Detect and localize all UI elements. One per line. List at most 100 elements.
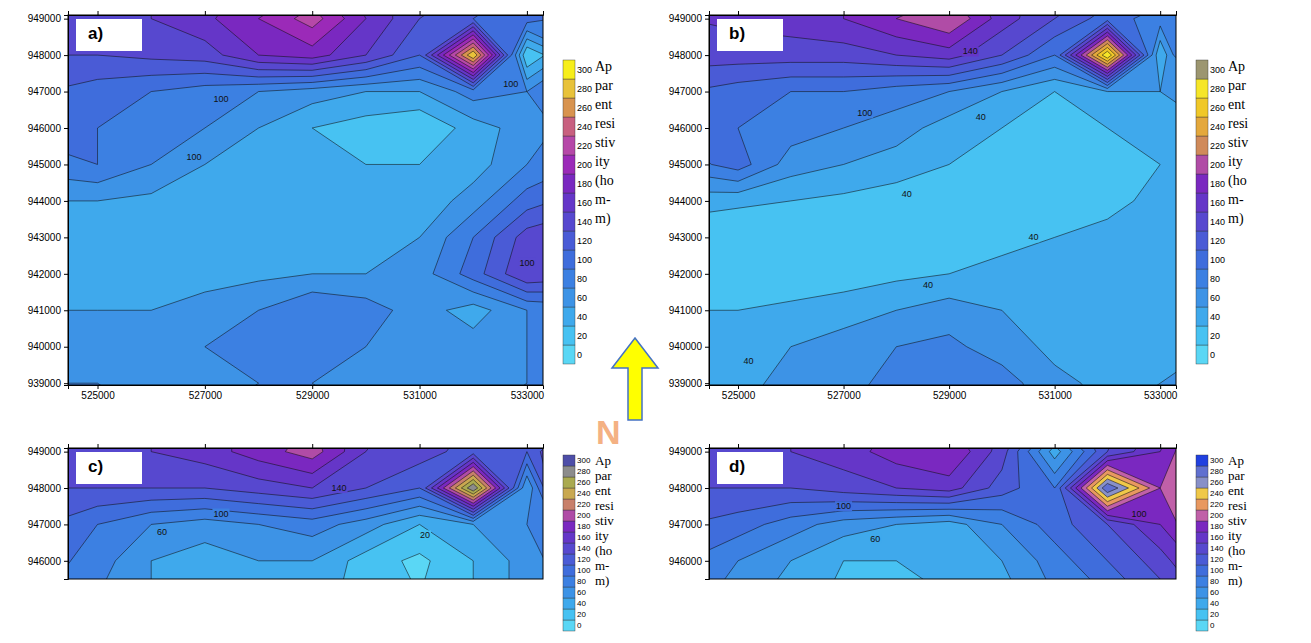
- label-patch: [856, 108, 873, 118]
- panel-label: c): [88, 457, 103, 476]
- colorbar-box: [1196, 345, 1208, 364]
- contour-label-group: 100: [856, 108, 873, 118]
- axis-line: [64, 16, 69, 386]
- colorbar-box: [563, 477, 575, 488]
- colorbar-box: [1196, 117, 1208, 136]
- axis-line: [710, 11, 1177, 16]
- tick: [949, 11, 950, 15]
- tick-label: 939000: [28, 378, 62, 389]
- tick-mark: [705, 237, 709, 238]
- contour-band: [449, 466, 543, 500]
- tick-mark: [64, 55, 68, 56]
- colorbar-title-line: resi: [595, 498, 614, 513]
- plot-area: [68, 448, 543, 579]
- tick-mark: [312, 11, 313, 15]
- colorbar-box: [563, 345, 575, 364]
- contour-label: 40: [902, 189, 912, 199]
- contour-label: 100: [503, 79, 518, 89]
- colorbar-tick-label: 160: [1210, 533, 1224, 542]
- colorbar-tick-label: 200: [1210, 511, 1224, 520]
- tick-label: 525000: [81, 390, 115, 401]
- tick-mark: [420, 444, 421, 448]
- colorbar-tick-label: 80: [577, 577, 586, 586]
- colorbar-title-line: ity: [1228, 154, 1243, 169]
- tick-mark: [64, 19, 68, 20]
- contour-band: [68, 15, 543, 385]
- label-patch: [743, 356, 755, 366]
- tick: [98, 11, 99, 15]
- colorbar-tick-label: 220: [1210, 141, 1225, 151]
- panel-label-box: [717, 19, 783, 51]
- colorbar-title-line: Ap: [595, 59, 612, 74]
- colorbar-tick-label: 200: [1210, 160, 1225, 170]
- colorbar-tick-label: 60: [1210, 293, 1220, 303]
- contour-band: [896, 15, 1176, 70]
- colorbar-tick-label: 20: [1210, 610, 1219, 619]
- tick-mark: [420, 11, 421, 15]
- colorbar-tick-label: 180: [1210, 179, 1225, 189]
- tick: 943000: [669, 232, 709, 243]
- tick-label: 533000: [1144, 390, 1178, 401]
- axis-line: [64, 449, 69, 580]
- panel-label-group: c): [76, 452, 142, 484]
- colorbar-box: [1196, 455, 1208, 466]
- colorbar-tick-label: 220: [577, 500, 591, 509]
- tick-mark: [705, 128, 709, 129]
- contour-band: [1081, 448, 1176, 561]
- tick-label: 948000: [669, 50, 703, 61]
- colorbar-tick-label: 160: [577, 198, 592, 208]
- tick-mark: [64, 237, 68, 238]
- colorbar-tick-label: 0: [577, 621, 582, 630]
- contour-label: 140: [963, 46, 978, 56]
- tick: [1160, 444, 1161, 448]
- contour-band: [455, 43, 484, 66]
- colorbar-title-line: (ho: [595, 173, 614, 189]
- tick: 947000: [28, 519, 68, 530]
- tick: 946000: [669, 123, 709, 134]
- colorbar-box: [563, 174, 575, 193]
- colorbar-tick-label: 240: [1210, 122, 1225, 132]
- tick-mark: [705, 164, 709, 165]
- contour-label: 20: [420, 530, 430, 540]
- tick: 949000: [669, 13, 709, 24]
- tick-mark: [64, 164, 68, 165]
- colorbar-box: [563, 288, 575, 307]
- tick-label: 947000: [669, 86, 703, 97]
- tick-label: 942000: [28, 269, 62, 280]
- colorbar-box: [1196, 326, 1208, 345]
- contour-band: [709, 15, 1176, 385]
- colorbar-box: [563, 510, 575, 521]
- tick-label: 533000: [511, 390, 545, 401]
- colorbar-tick-label: 260: [1210, 478, 1224, 487]
- colorbar-title-line: m): [595, 211, 611, 227]
- contour-label-group: 100: [186, 152, 203, 162]
- colorbar-title-line: ent: [1228, 97, 1245, 112]
- colorbar-tick-label: 160: [577, 533, 591, 542]
- colorbar-tick-label: 120: [577, 555, 591, 564]
- colorbar-tick-label: 120: [1210, 555, 1224, 564]
- tick-mark: [1160, 11, 1161, 15]
- contour-label: 100: [213, 94, 228, 104]
- label-patch: [212, 509, 229, 519]
- tick: 946000: [28, 556, 68, 567]
- contour-label-group: 140: [962, 46, 979, 56]
- colorbar-tick-label: 60: [577, 588, 586, 597]
- tick-mark: [98, 385, 99, 389]
- tick-label: 941000: [669, 305, 703, 316]
- tick-label: 525000: [722, 390, 756, 401]
- contour-label-group: 40: [743, 356, 755, 366]
- tick-mark: [738, 11, 739, 15]
- tick-mark: [738, 385, 739, 389]
- tick-mark: [64, 92, 68, 93]
- tick-mark: [64, 561, 68, 562]
- panel-label: d): [729, 457, 745, 476]
- colorbar-box: [563, 155, 575, 174]
- contour-band: [68, 15, 543, 292]
- tick-mark: [64, 488, 68, 489]
- colorbar-tick-label: 100: [1210, 255, 1225, 265]
- colorbar-title: Apparentresistivity(hom-m): [1228, 59, 1248, 227]
- tick-mark: [844, 385, 845, 389]
- contour-band: [68, 15, 543, 283]
- axis: [710, 444, 1177, 449]
- colorbar-title-line: ity: [595, 528, 609, 543]
